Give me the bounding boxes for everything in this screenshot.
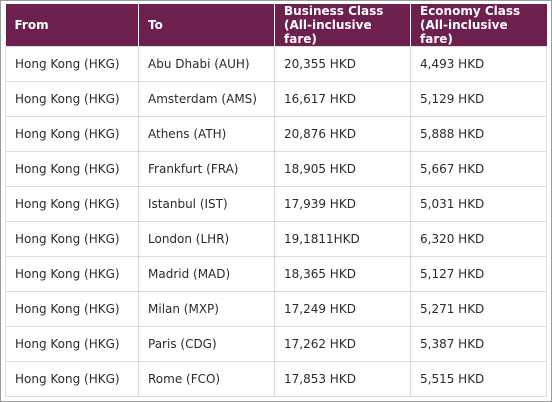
cell-from: Hong Kong (HKG): [5, 186, 139, 222]
cell-economy-fare: 5,888 HKD: [410, 116, 547, 152]
table-row: Hong Kong (HKG) Abu Dhabi (AUH) 20,355 H…: [5, 46, 547, 82]
table-row: Hong Kong (HKG) Frankfurt (FRA) 18,905 H…: [5, 151, 547, 187]
table-row: Hong Kong (HKG) Milan (MXP) 17,249 HKD 5…: [5, 291, 547, 327]
cell-business-fare: 19,1811HKD: [274, 221, 411, 257]
cell-from: Hong Kong (HKG): [5, 361, 139, 397]
fare-table: From To Business Class (All-inclusive fa…: [5, 4, 547, 397]
cell-to: Frankfurt (FRA): [138, 151, 275, 187]
table-row: Hong Kong (HKG) Athens (ATH) 20,876 HKD …: [5, 116, 547, 152]
cell-economy-fare: 5,515 HKD: [410, 361, 547, 397]
table-row: Hong Kong (HKG) London (LHR) 19,1811HKD …: [5, 221, 547, 257]
cell-economy-fare: 5,387 HKD: [410, 326, 547, 362]
cell-to: Amsterdam (AMS): [138, 81, 275, 117]
cell-business-fare: 20,355 HKD: [274, 46, 411, 82]
cell-to: Abu Dhabi (AUH): [138, 46, 275, 82]
cell-from: Hong Kong (HKG): [5, 81, 139, 117]
cell-business-fare: 18,365 HKD: [274, 256, 411, 292]
cell-to: Madrid (MAD): [138, 256, 275, 292]
cell-economy-fare: 5,129 HKD: [410, 81, 547, 117]
cell-economy-fare: 5,127 HKD: [410, 256, 547, 292]
table-row: Hong Kong (HKG) Paris (CDG) 17,262 HKD 5…: [5, 326, 547, 362]
cell-business-fare: 17,939 HKD: [274, 186, 411, 222]
cell-business-fare: 20,876 HKD: [274, 116, 411, 152]
cell-business-fare: 17,249 HKD: [274, 291, 411, 327]
cell-to: Milan (MXP): [138, 291, 275, 327]
table-row: Hong Kong (HKG) Amsterdam (AMS) 16,617 H…: [5, 81, 547, 117]
cell-to: Athens (ATH): [138, 116, 275, 152]
cell-business-fare: 17,853 HKD: [274, 361, 411, 397]
cell-from: Hong Kong (HKG): [5, 151, 139, 187]
cell-to: London (LHR): [138, 221, 275, 257]
header-economy-class: Economy Class (All-inclusive fare): [410, 4, 547, 47]
cell-from: Hong Kong (HKG): [5, 116, 139, 152]
cell-from: Hong Kong (HKG): [5, 46, 139, 82]
cell-economy-fare: 4,493 HKD: [410, 46, 547, 82]
cell-to: Rome (FCO): [138, 361, 275, 397]
cell-business-fare: 18,905 HKD: [274, 151, 411, 187]
table-row: Hong Kong (HKG) Istanbul (IST) 17,939 HK…: [5, 186, 547, 222]
cell-from: Hong Kong (HKG): [5, 291, 139, 327]
header-to: To: [138, 4, 275, 47]
cell-to: Paris (CDG): [138, 326, 275, 362]
cell-to: Istanbul (IST): [138, 186, 275, 222]
cell-business-fare: 17,262 HKD: [274, 326, 411, 362]
cell-from: Hong Kong (HKG): [5, 326, 139, 362]
cell-from: Hong Kong (HKG): [5, 221, 139, 257]
table-row: Hong Kong (HKG) Rome (FCO) 17,853 HKD 5,…: [5, 361, 547, 397]
cell-economy-fare: 5,031 HKD: [410, 186, 547, 222]
cell-economy-fare: 5,271 HKD: [410, 291, 547, 327]
table-row: Hong Kong (HKG) Madrid (MAD) 18,365 HKD …: [5, 256, 547, 292]
header-from: From: [5, 4, 139, 47]
cell-economy-fare: 5,667 HKD: [410, 151, 547, 187]
cell-from: Hong Kong (HKG): [5, 256, 139, 292]
cell-business-fare: 16,617 HKD: [274, 81, 411, 117]
cell-economy-fare: 6,320 HKD: [410, 221, 547, 257]
table-header-row: From To Business Class (All-inclusive fa…: [5, 4, 547, 47]
header-business-class: Business Class (All-inclusive fare): [274, 4, 411, 47]
